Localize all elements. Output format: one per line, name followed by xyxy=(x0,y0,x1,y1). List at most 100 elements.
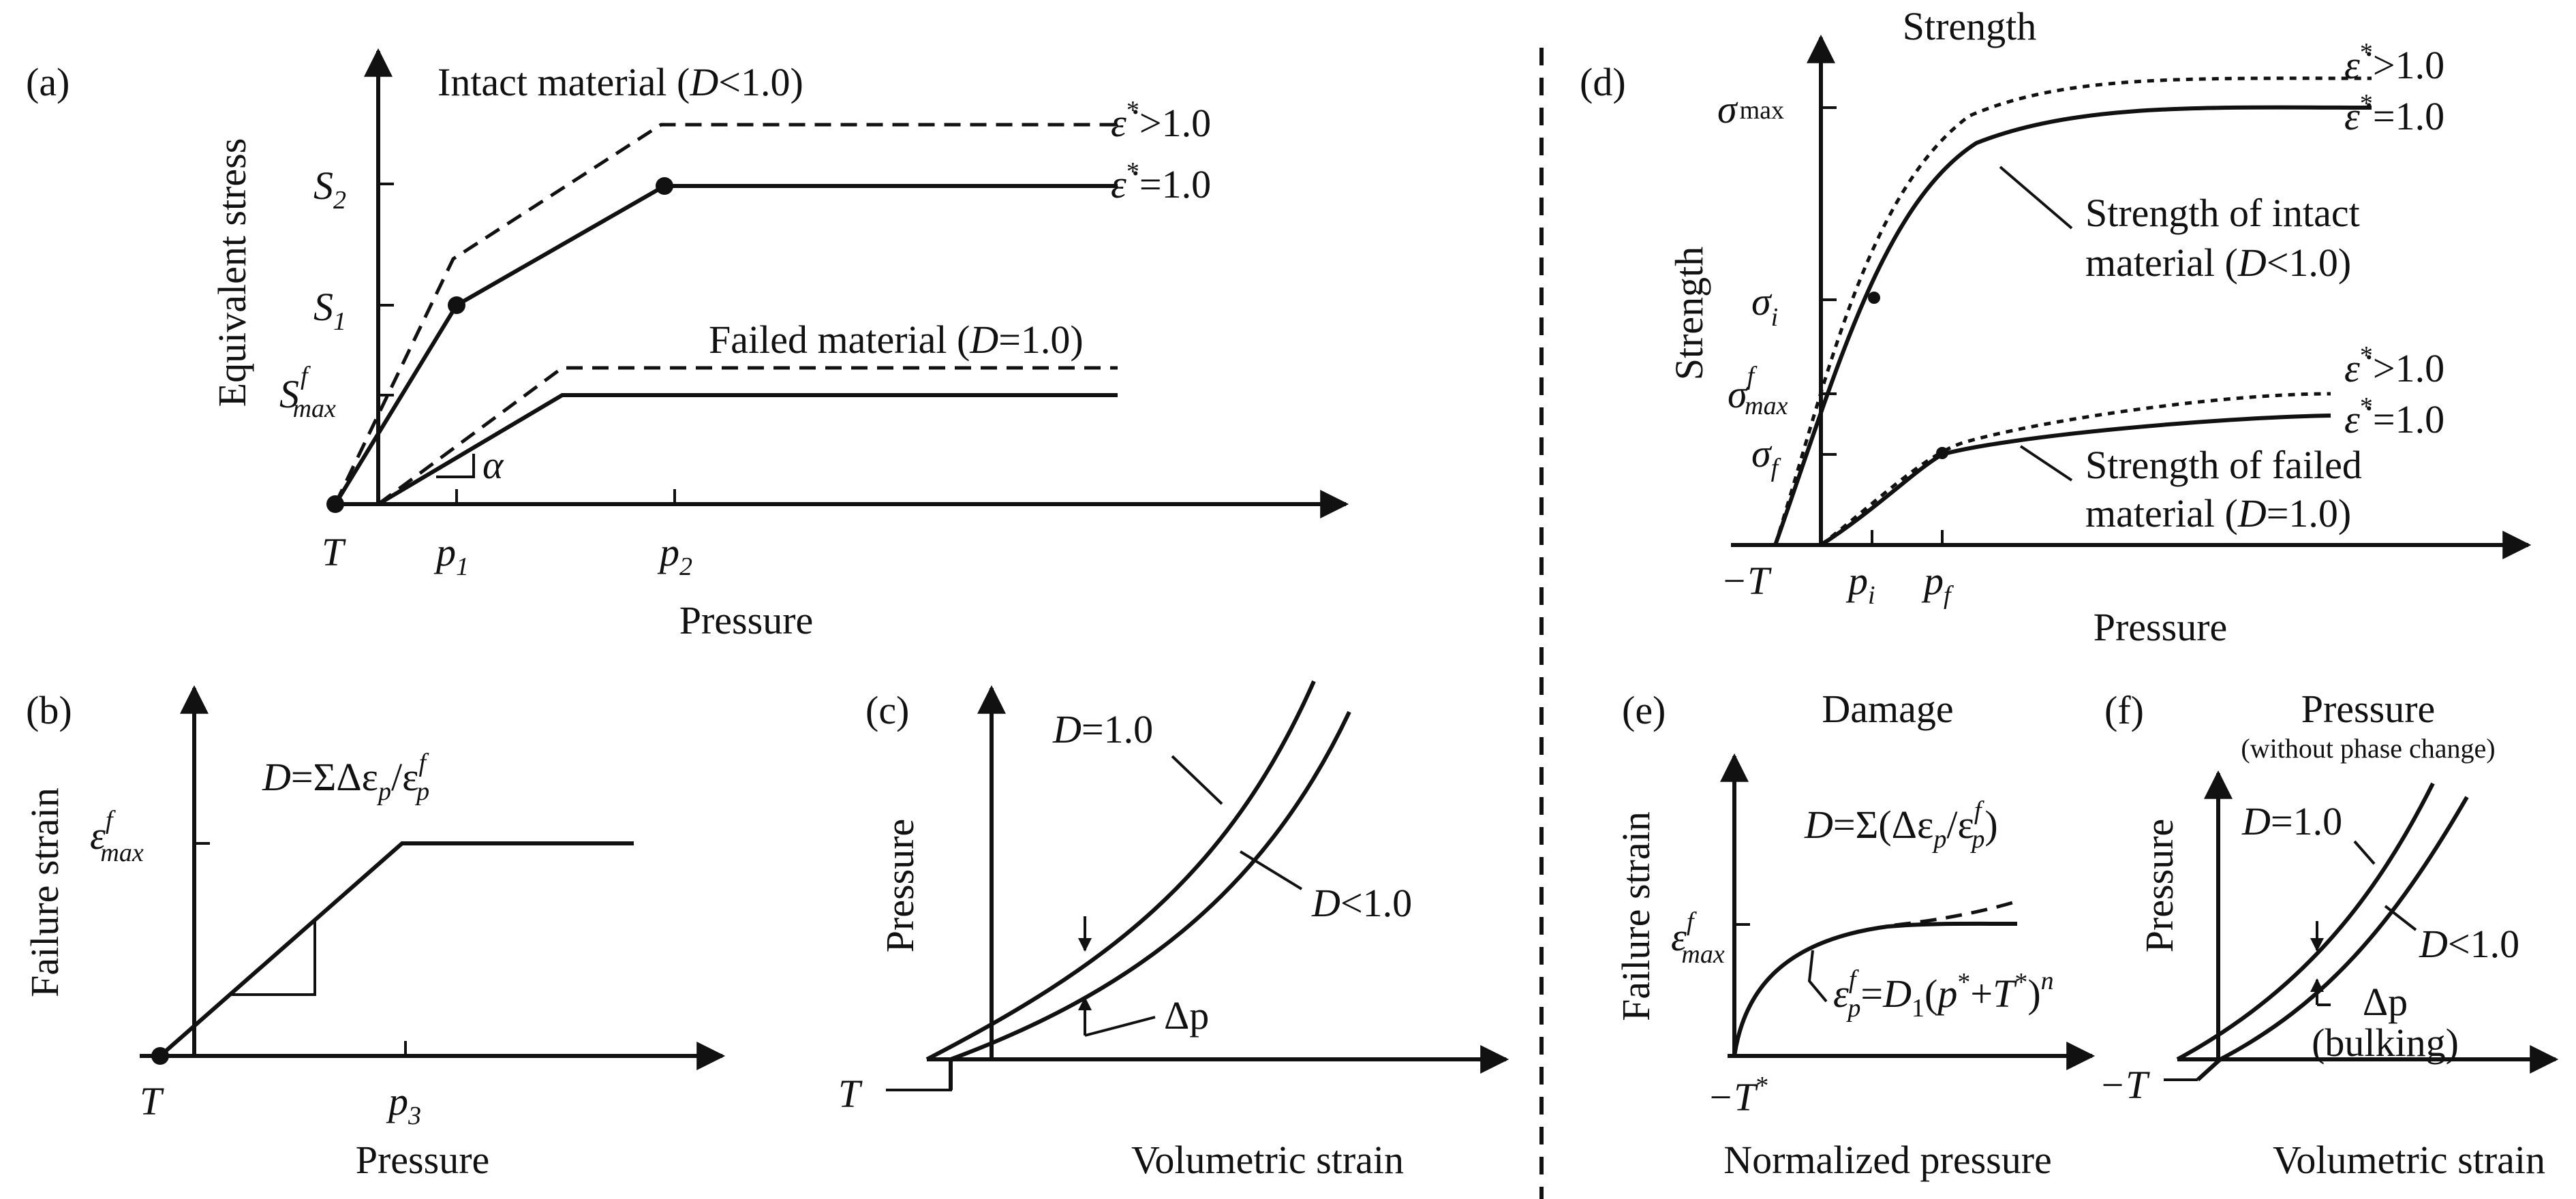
panel-a-rate-high-label: ε̇*>1.0 xyxy=(1111,96,1211,145)
panel-f-x-axis-label: Volumetric strain xyxy=(2273,1138,2545,1182)
panel-a-failed-rate-unit-curve xyxy=(377,393,1118,506)
panel-f-d1-leader xyxy=(2353,840,2376,865)
panel-e-y-tick-label: εf max xyxy=(1671,907,1725,969)
panel-b: (b) Failure strain Pressure εf max T p3 D… xyxy=(22,685,726,1182)
panel-d-intact-rate-high-curve xyxy=(1773,76,2372,546)
panel-b-failure-strain-curve xyxy=(159,841,634,1058)
panel-b-x-tick-label-t: T xyxy=(140,1079,164,1123)
panel-c-delta-leader xyxy=(1084,1016,1156,1037)
panel-a-slope-triangle xyxy=(436,454,475,478)
panel-c-y-axis-label: Pressure xyxy=(878,819,922,953)
panel-d-intact-label-line1: Strength of intact xyxy=(2085,191,2360,235)
panel-e: (e) Damage Failure strain Normalized pre… xyxy=(1614,687,2096,1182)
panel-f-delta-label: Δp xyxy=(2363,980,2408,1024)
panel-b-label: (b) xyxy=(26,688,72,732)
panel-e-equation: D=Σ(Δεp/εf p) xyxy=(1804,796,1998,854)
panel-d-failed-rate-unit-curve xyxy=(1820,414,2331,547)
panel-d-y-tick-label-f: σf xyxy=(1751,431,1781,482)
panel-e-failure-strain-extension xyxy=(1894,899,2018,927)
panel-a-failed-rate-high-curve xyxy=(377,366,1118,506)
panel-b-x-tick-label-p3: p3 xyxy=(386,1079,421,1130)
panel-d-failed-rate-high-label: ε̇*>1.0 xyxy=(2344,341,2444,390)
panel-b-x-axis-label: Pressure xyxy=(356,1138,490,1182)
panel-a-s2-point xyxy=(656,177,673,195)
panel-d-y-tick-label-fmax: σf max xyxy=(1728,362,1788,420)
panel-c: (c) Pressure Volumetric strain T Δp D=1.… xyxy=(838,680,1509,1182)
panel-f-dlt1-curve xyxy=(2196,796,2469,1082)
panel-a-slope-label: α xyxy=(482,443,504,487)
panel-c-d1-curve xyxy=(925,680,1316,1061)
panel-e-fit-equation: εf p=D1(p*+T*)n xyxy=(1833,965,2054,1023)
panel-c-unloading-bracket xyxy=(886,1059,952,1091)
panel-a-intact-label: Intact material (D<1.0) xyxy=(438,60,803,104)
panel-a-y-axis-label: Equivalent stress xyxy=(210,138,254,407)
panel-a-rate-unit-label: ε̇*=1.0 xyxy=(1111,157,1211,206)
panel-d-failed-rate-high-curve xyxy=(1820,392,2331,546)
panel-e-failure-strain-curve xyxy=(1732,921,2018,1057)
panel-d-intact-rate-unit-curve xyxy=(1773,105,2372,546)
panel-d-title: Strength xyxy=(1903,4,2037,48)
panel-a-x-tick-label-p2: p2 xyxy=(657,530,692,581)
panel-d-failed-label-line1: Strength of failed xyxy=(2085,443,2362,487)
panel-d: (d) Strength Strength Pressure σ max σi σ… xyxy=(1580,4,2532,649)
panel-d-failed-label-line2: material (D=1.0) xyxy=(2085,491,2351,535)
panel-a-label: (a) xyxy=(26,60,70,104)
panel-e-y-axis-label: Failure strain xyxy=(1614,811,1658,1021)
panel-e-label: (e) xyxy=(1622,688,1666,732)
panel-d-y-tick-label-max: σ max xyxy=(1717,87,1784,131)
panel-b-t-point xyxy=(151,1047,169,1065)
panel-c-d1-label: D=1.0 xyxy=(1052,707,1153,751)
panel-a-x-tick-label-p1: p1 xyxy=(433,530,469,581)
panel-d-intact-rate-unit-label: ε̇*=1.0 xyxy=(2344,89,2444,138)
panel-d-y-axis-label: Strength xyxy=(1667,247,1711,381)
panel-c-dlt1-leader xyxy=(1239,850,1303,890)
panel-c-x-axis-label: Volumetric strain xyxy=(1131,1138,1404,1182)
panel-d-label: (d) xyxy=(1580,60,1626,104)
panel-d-failed-leader xyxy=(2019,445,2073,482)
panel-d-intact-rate-high-label: ε̇*>1.0 xyxy=(2344,38,2444,87)
panel-b-slope-triangle xyxy=(232,920,316,996)
panel-a-intact-rate-unit-curve xyxy=(333,184,1118,505)
panel-d-intact-leader xyxy=(1999,166,2073,230)
panel-d-x-tick-label-pi: pi xyxy=(1845,559,1875,610)
panel-d-intact-label-line2: material (D<1.0) xyxy=(2085,240,2351,285)
panel-f: (f) Pressure (without phase change) Pres… xyxy=(2099,687,2559,1182)
panel-d-sigma-i-point xyxy=(1868,292,1880,304)
panel-f-bulking-label: (bulking) xyxy=(2312,1021,2459,1065)
panel-b-equation: D=ΣΔεp/εf p xyxy=(262,749,429,806)
panel-c-dlt1-label: D<1.0 xyxy=(1311,881,1412,925)
panel-c-dlt1-curve xyxy=(949,711,1351,1090)
panel-a-x-axis-label: Pressure xyxy=(679,598,814,642)
panel-d-x-axis-label: Pressure xyxy=(2094,605,2228,649)
panel-a-s1-point xyxy=(448,296,465,314)
panel-a-failed-label: Failed material (D=1.0) xyxy=(709,317,1084,362)
panel-d-y-tick-label-i: σi xyxy=(1751,279,1778,332)
panel-a: (a) Equivalent stress Pressure S2 S1 Sf m… xyxy=(26,48,1349,642)
panel-a-y-tick-label-s2: S2 xyxy=(313,164,346,215)
panel-f-title: Pressure xyxy=(2301,687,2436,731)
panel-a-intact-rate-high-curve xyxy=(333,123,1118,505)
panel-e-title: Damage xyxy=(1822,687,1953,731)
panel-f-d1-curve xyxy=(2176,782,2435,1061)
panel-c-label: (c) xyxy=(865,688,909,732)
panel-d-sigma-f-point xyxy=(1936,447,1948,459)
panel-c-d1-leader xyxy=(1171,755,1223,805)
panel-a-y-tick-label-smax: Sf max xyxy=(279,362,336,423)
panel-d-x-tick-label-t: −T xyxy=(1721,559,1772,603)
panel-e-x-axis-label: Normalized pressure xyxy=(1723,1138,2052,1182)
panel-a-t-point xyxy=(326,495,344,513)
panel-b-y-axis-label: Failure strain xyxy=(22,788,67,997)
panel-c-delta-label: Δp xyxy=(1164,993,1209,1038)
panel-f-subtitle: (without phase change) xyxy=(2241,733,2495,764)
panel-f-dlt1-label: D<1.0 xyxy=(2419,922,2519,966)
panel-d-failed-rate-unit-label: ε̇*=1.0 xyxy=(2344,392,2444,441)
panel-f-dlt1-leader xyxy=(2384,905,2417,931)
panel-f-d1-label: D=1.0 xyxy=(2241,799,2342,843)
panel-e-x-tick-label-t: −T* xyxy=(1707,1072,1768,1119)
panel-b-y-tick-label: εf max xyxy=(90,806,144,867)
panel-f-y-axis-label: Pressure xyxy=(2137,819,2181,953)
panel-a-y-tick-label-s1: S1 xyxy=(313,285,346,336)
panel-e-fit-leader xyxy=(1807,950,1828,1003)
panel-f-label: (f) xyxy=(2104,688,2144,732)
